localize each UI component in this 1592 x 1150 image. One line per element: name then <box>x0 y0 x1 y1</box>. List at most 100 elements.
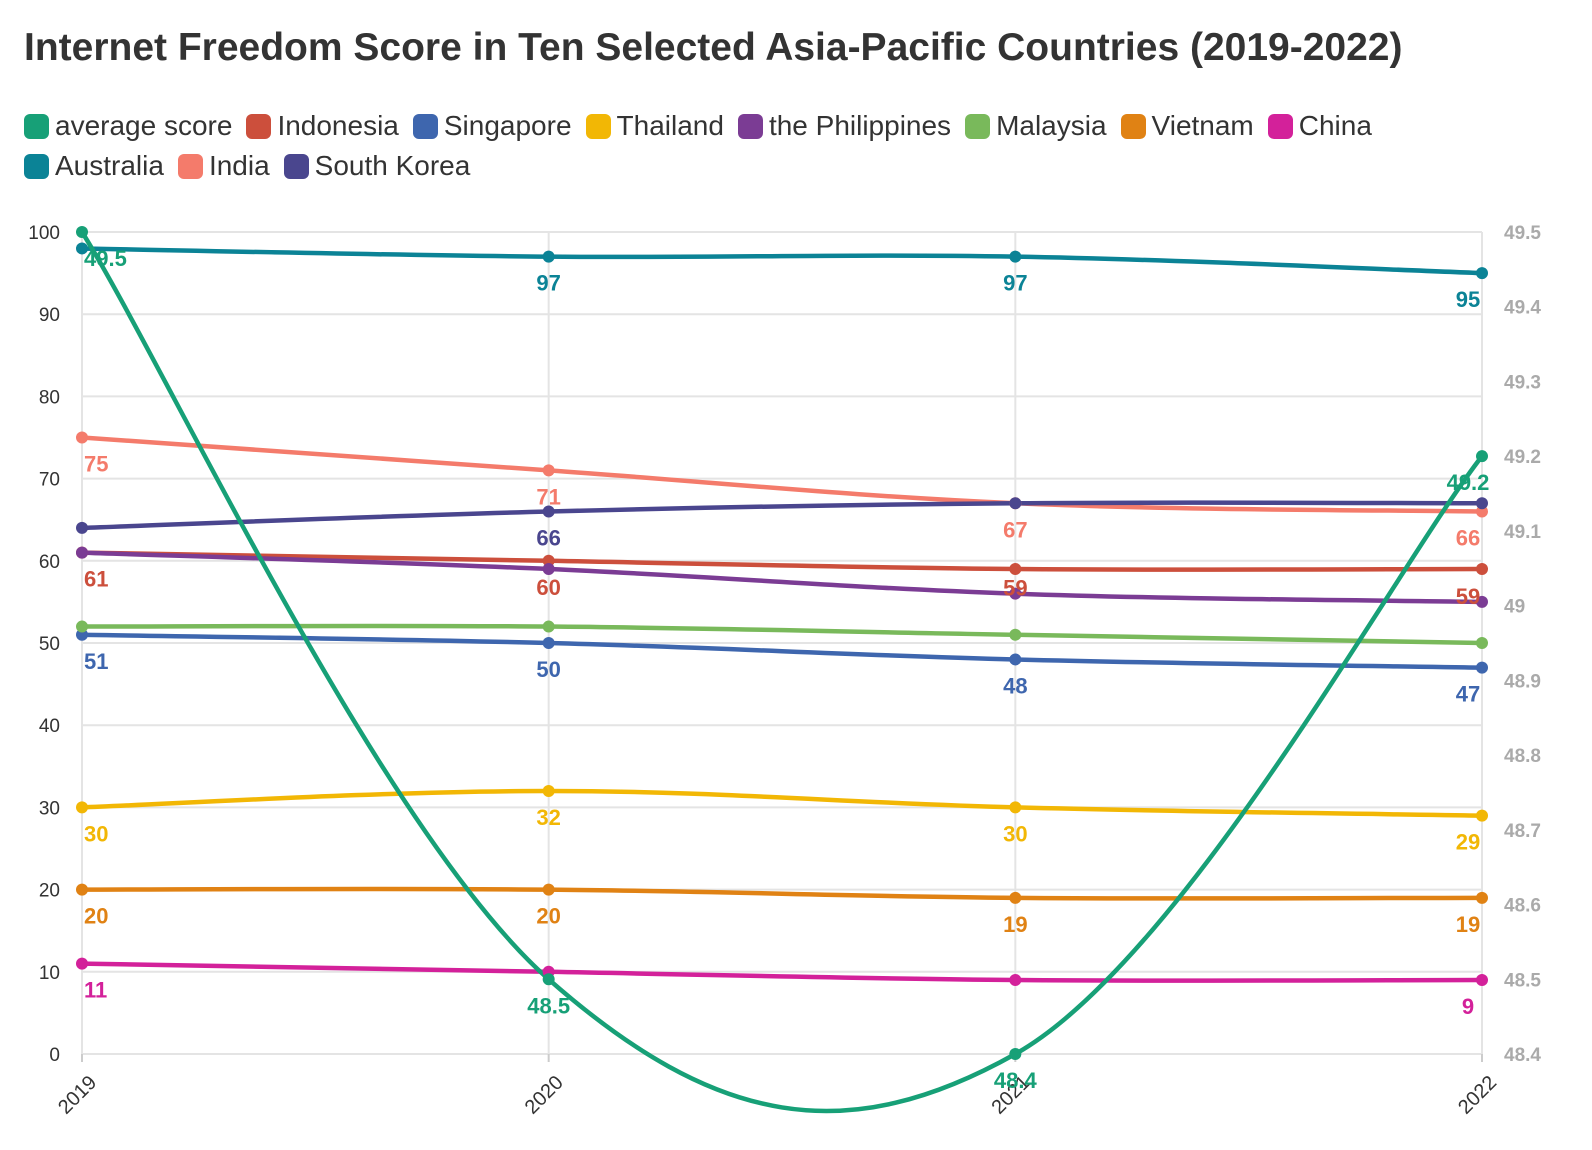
y-right-tick-label: 49.4 <box>1504 298 1541 319</box>
data-point-average-score <box>542 973 555 986</box>
y-left-tick-label: 100 <box>28 223 60 244</box>
y-left-tick-label: 30 <box>39 798 60 819</box>
data-point-the-philippines <box>1476 595 1488 608</box>
series-line-the-philippines <box>79 550 1485 605</box>
x-tick-label: 2022 <box>1454 1072 1501 1119</box>
data-label-thailand: 32 <box>536 805 560 830</box>
legend-label: Australia <box>55 150 164 181</box>
data-label-australia: 95 <box>1456 287 1480 312</box>
data-point-indonesia <box>542 554 555 567</box>
data-point-malaysia <box>1476 637 1488 649</box>
y-right-tick-label: 49.2 <box>1504 447 1541 468</box>
data-point-malaysia <box>1009 628 1022 641</box>
data-label-vietnam: 20 <box>536 904 560 929</box>
gridlines <box>81 231 1483 1055</box>
data-point-malaysia <box>76 620 88 633</box>
data-point-average-score <box>1009 1048 1022 1060</box>
legend-label: India <box>208 150 270 181</box>
legend-label: the Philippines <box>768 110 952 141</box>
legend-swatch <box>283 153 309 179</box>
series-line-china <box>79 961 1485 983</box>
x-tick-label: 2019 <box>54 1072 101 1119</box>
y-right-tick-label: 48.7 <box>1504 821 1541 842</box>
legend-swatch <box>24 153 49 179</box>
legend-swatch <box>585 113 611 139</box>
data-label-india: 71 <box>536 484 560 509</box>
series-lines <box>79 229 1485 1114</box>
data-label-australia: 97 <box>536 271 560 296</box>
y-right-tick-label: 48.6 <box>1504 896 1541 917</box>
legend-label: Singapore <box>443 110 572 141</box>
data-label-india: 75 <box>84 452 108 477</box>
data-point-the-philippines <box>542 563 555 576</box>
data-label-average-score: 48.4 <box>994 1068 1038 1093</box>
y-left-tick-label: 50 <box>39 634 60 655</box>
legend-item-china[interactable]: China <box>1267 110 1372 142</box>
y-left-tick-label: 10 <box>39 963 60 984</box>
data-label-extra: 59 <box>1003 576 1027 601</box>
data-point-india <box>76 431 88 444</box>
legend-item-average-score[interactable]: average score <box>24 110 232 142</box>
legend-item-the-philippines[interactable]: the Philippines <box>737 110 952 142</box>
x-tick-label: 2020 <box>521 1072 568 1119</box>
y-right-tick-label: 49 <box>1504 597 1525 618</box>
data-point-india <box>542 464 555 477</box>
data-point-thailand <box>1009 801 1022 814</box>
data-label-singapore: 47 <box>1456 682 1480 707</box>
axes: 0 10 20 30 40 50 60 70 80 90 100 48.4 48.5 48.6 48.7 48… <box>28 223 1541 1119</box>
data-label-vietnam: 19 <box>1456 912 1480 937</box>
data-label-singapore: 50 <box>536 657 560 682</box>
y-right-tick-label: 49.1 <box>1504 522 1541 543</box>
data-label-extra: 59 <box>1456 584 1480 609</box>
data-point-the-philippines <box>76 546 88 559</box>
data-label-singapore: 48 <box>1003 673 1027 698</box>
data-label-india: 66 <box>1456 525 1480 550</box>
data-label-indonesia: 61 <box>84 567 108 592</box>
legend-item-indonesia[interactable]: Indonesia <box>246 110 399 142</box>
data-label-thailand: 29 <box>1456 830 1480 855</box>
data-point-singapore <box>1009 653 1022 666</box>
y-left-tick-label: 70 <box>39 470 60 491</box>
legend-swatch <box>246 113 272 139</box>
data-point-australia <box>542 250 555 263</box>
data-label-indonesia: 60 <box>536 575 560 600</box>
legend-item-malaysia[interactable]: Malaysia <box>965 110 1107 142</box>
data-points <box>76 226 1488 1060</box>
data-point-china <box>1009 974 1022 987</box>
series-line-india <box>79 435 1485 514</box>
data-label-average-score: 49.2 <box>1447 470 1490 495</box>
data-point-thailand <box>76 801 88 814</box>
y-left-tick-label: 90 <box>39 305 60 326</box>
legend-label: Thailand <box>616 110 724 141</box>
data-label-thailand: 30 <box>1003 821 1027 846</box>
series-line-thailand <box>79 788 1485 818</box>
data-point-vietnam <box>1009 891 1022 904</box>
y-right-tick-label: 48.9 <box>1504 671 1541 692</box>
data-point-india <box>1476 505 1488 518</box>
legend-item-thailand[interactable]: Thailand <box>585 110 724 142</box>
data-label-thailand: 30 <box>84 821 108 846</box>
y-left-tick-label: 60 <box>39 552 60 573</box>
legend-label: China <box>1298 110 1372 141</box>
data-label-average-score: 49.5 <box>84 246 127 271</box>
data-label-singapore: 51 <box>84 649 108 674</box>
data-point-thailand <box>1476 809 1488 822</box>
data-point-vietnam <box>76 883 88 896</box>
y-left-tick-label: 0 <box>49 1045 60 1066</box>
data-point-average-score <box>76 226 88 238</box>
legend-item-singapore[interactable]: Singapore <box>412 110 572 142</box>
data-point-china <box>76 957 88 970</box>
chart-legend: average score Indonesia Singapore Thailand t… <box>24 110 1504 182</box>
data-point-south-korea <box>542 505 555 518</box>
legend-item-australia[interactable]: Australia <box>24 150 164 182</box>
legend-label: Vietnam <box>1151 110 1254 141</box>
series-line-singapore <box>79 632 1485 670</box>
legend-item-south-korea[interactable]: South Korea <box>283 150 470 182</box>
data-point-china <box>1476 974 1488 987</box>
legend-item-vietnam[interactable]: Vietnam <box>1120 110 1254 142</box>
data-point-vietnam <box>1476 891 1488 904</box>
legend-item-india[interactable]: India <box>177 150 270 182</box>
y-left-tick-label: 80 <box>39 387 60 408</box>
y-right-tick-label: 48.5 <box>1504 970 1541 991</box>
data-point-south-korea <box>1476 497 1488 510</box>
